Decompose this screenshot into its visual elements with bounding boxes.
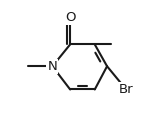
- Text: Br: Br: [119, 83, 134, 96]
- Text: O: O: [65, 11, 75, 24]
- Text: N: N: [48, 60, 57, 73]
